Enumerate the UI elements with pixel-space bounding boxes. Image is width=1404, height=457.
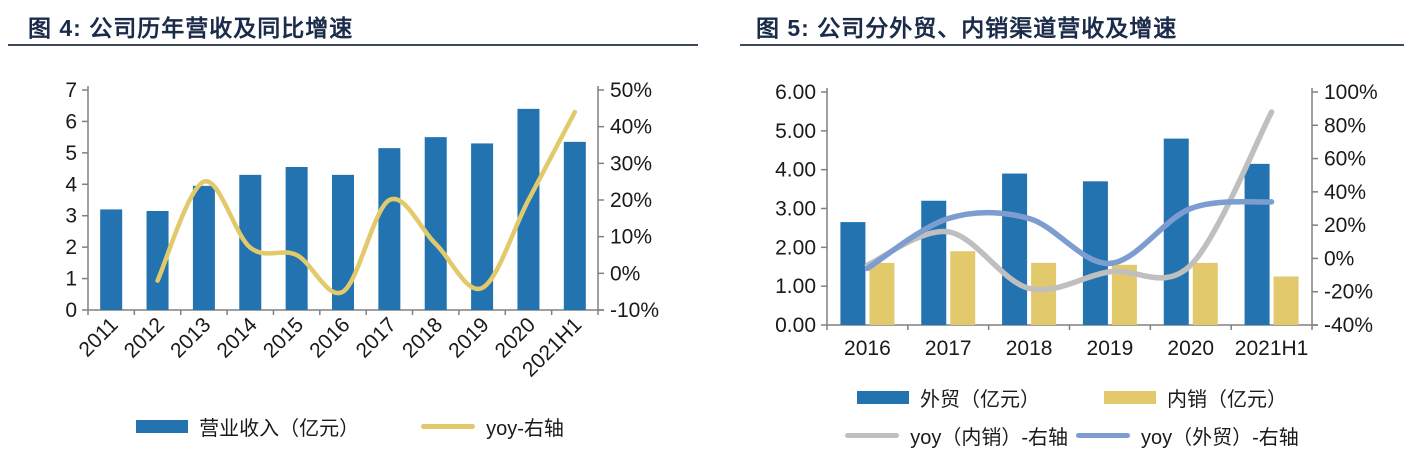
svg-text:0%: 0% <box>1324 247 1354 270</box>
legend-item-domestic: 内销（亿元） <box>1104 383 1287 412</box>
yoy-domestic-line-swatch <box>845 433 900 438</box>
svg-text:6: 6 <box>65 110 77 133</box>
svg-text:10%: 10% <box>610 226 652 249</box>
legend-label-domestic: 内销（亿元） <box>1167 389 1287 411</box>
legend-label-yoy-foreign: yoy（外贸）-右轴 <box>1141 427 1299 449</box>
legend-item-yoy-foreign: yoy（外贸）-右轴 <box>1076 421 1299 450</box>
svg-text:6.00: 6.00 <box>775 81 816 104</box>
svg-text:2012: 2012 <box>120 313 169 362</box>
svg-text:2018: 2018 <box>398 313 447 362</box>
svg-text:2020: 2020 <box>1167 337 1214 360</box>
svg-text:2015: 2015 <box>259 313 308 362</box>
figure-5-legend-row1: 外贸（亿元） 内销（亿元） <box>740 383 1404 412</box>
svg-text:40%: 40% <box>610 116 652 139</box>
svg-text:20%: 20% <box>1324 214 1366 237</box>
svg-text:40%: 40% <box>1324 181 1366 204</box>
svg-text:4.00: 4.00 <box>775 159 816 182</box>
figure-5-title-rule <box>740 44 1404 46</box>
svg-text:20%: 20% <box>610 189 652 212</box>
svg-text:0%: 0% <box>610 262 640 285</box>
svg-text:-20%: -20% <box>1324 281 1373 304</box>
svg-text:30%: 30% <box>610 152 652 175</box>
svg-text:2013: 2013 <box>166 313 215 362</box>
svg-text:2.00: 2.00 <box>775 236 816 259</box>
revenue-yoy-chart: 01234567-10%0%10%20%30%40%50%20112012201… <box>65 79 659 382</box>
svg-text:2019: 2019 <box>444 313 493 362</box>
domestic-bar-swatch <box>1104 391 1156 404</box>
svg-text:2019: 2019 <box>1087 337 1134 360</box>
svg-text:2017: 2017 <box>352 313 401 362</box>
foreign-trade-bar-swatch <box>857 391 909 404</box>
svg-text:-10%: -10% <box>610 299 659 322</box>
svg-text:-40%: -40% <box>1324 314 1373 337</box>
figure-5-title: 图 5: 公司分外贸、内销渠道营收及增速 <box>756 15 1178 41</box>
svg-text:3: 3 <box>65 205 77 228</box>
legend-label-yoy-domestic: yoy（内销）-右轴 <box>910 427 1068 449</box>
svg-text:7: 7 <box>65 79 77 102</box>
svg-text:2014: 2014 <box>213 313 263 363</box>
figure-4-title-rule <box>8 44 698 46</box>
svg-text:2: 2 <box>65 236 77 259</box>
svg-text:50%: 50% <box>610 79 652 102</box>
yoy-line-swatch <box>421 424 476 429</box>
trade-channel-chart: 0.00 1.00 2.00 3.00 4.00 5.00 6.00 -40% -20% 0% 20… <box>775 81 1378 360</box>
svg-text:0: 0 <box>65 299 77 322</box>
figure-4: 图 4: 公司历年营收及同比增速 0 1 2 3 4 5 6 7 -10% 0% 10% 20% 30%… <box>0 0 700 457</box>
svg-text:4: 4 <box>65 173 77 196</box>
legend-label-foreign-trade: 外贸（亿元） <box>920 389 1040 411</box>
yoy-foreign-line-swatch <box>1076 433 1130 438</box>
svg-text:0.00: 0.00 <box>775 314 816 337</box>
legend-item-foreign-trade: 外贸（亿元） <box>857 383 1040 412</box>
legend-item-yoy: yoy-右轴 <box>421 412 564 441</box>
figure-4-title: 图 4: 公司历年营收及同比增速 <box>28 15 354 41</box>
svg-text:5.00: 5.00 <box>775 120 816 143</box>
svg-text:2021H1: 2021H1 <box>1235 337 1309 360</box>
svg-text:5: 5 <box>65 142 77 165</box>
svg-text:1: 1 <box>65 268 77 291</box>
svg-text:3.00: 3.00 <box>775 198 816 221</box>
figure-4-legend: 营业收入（亿元） yoy-右轴 <box>0 412 700 441</box>
legend-label-revenue: 营业收入（亿元） <box>199 418 360 440</box>
legend-item-revenue: 营业收入（亿元） <box>136 412 359 441</box>
legend-label-yoy: yoy-右轴 <box>486 418 564 440</box>
svg-text:1.00: 1.00 <box>775 275 816 298</box>
revenue-bar-swatch <box>136 420 189 433</box>
svg-text:60%: 60% <box>1324 148 1366 171</box>
svg-text:80%: 80% <box>1324 114 1366 137</box>
svg-text:2016: 2016 <box>844 337 891 360</box>
legend-item-yoy-domestic: yoy（内销）-右轴 <box>845 421 1068 450</box>
svg-text:2018: 2018 <box>1006 337 1053 360</box>
figure-5-legend-row2: yoy（内销）-右轴 yoy（外贸）-右轴 <box>740 421 1404 450</box>
svg-text:2011: 2011 <box>75 313 123 361</box>
figure-5: 图 5: 公司分外贸、内销渠道营收及增速 0.00 1.00 2.00 3.00 4.0… <box>740 0 1404 457</box>
svg-text:100%: 100% <box>1324 81 1378 104</box>
svg-text:2017: 2017 <box>925 337 972 360</box>
svg-text:2016: 2016 <box>305 313 354 362</box>
